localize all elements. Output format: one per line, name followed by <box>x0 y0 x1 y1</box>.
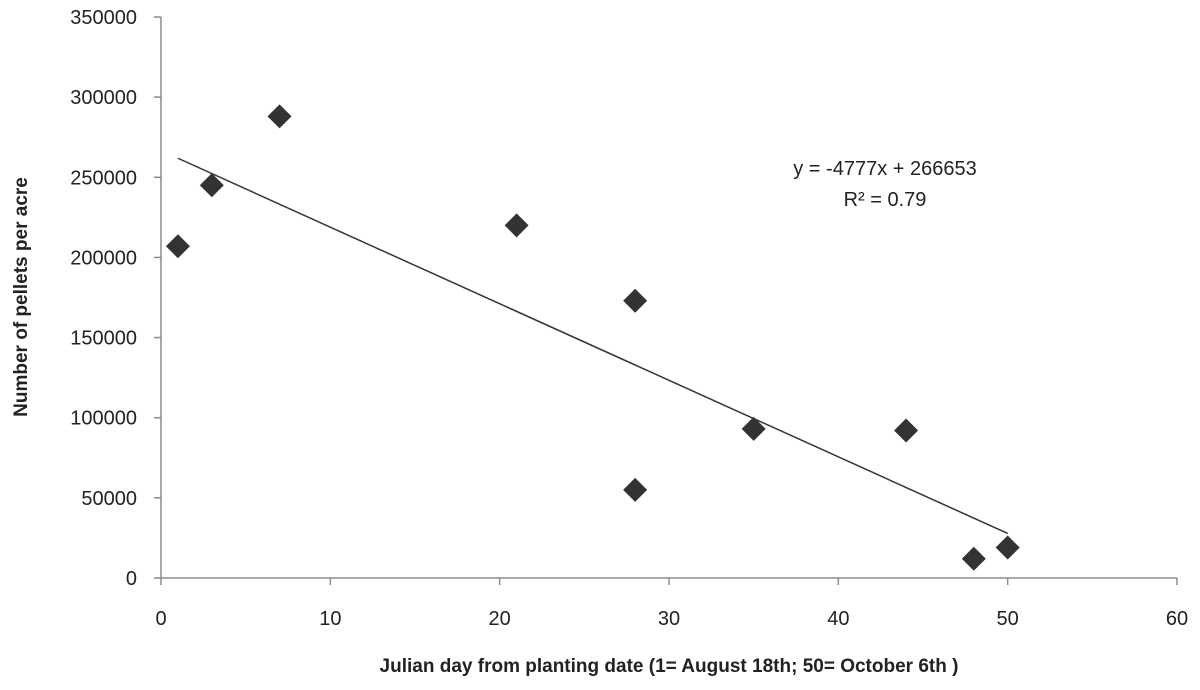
data-point <box>623 477 648 502</box>
y-tick-label: 150000 <box>70 328 137 350</box>
r-squared-label: R² = 0.79 <box>844 189 927 211</box>
data-point <box>961 546 986 571</box>
x-tick-label: 30 <box>658 608 680 630</box>
data-point <box>894 418 919 443</box>
x-tick-label: 50 <box>997 608 1019 630</box>
x-tick-label: 0 <box>155 608 166 630</box>
y-tick-label: 250000 <box>70 167 137 189</box>
x-tick-label: 10 <box>319 608 341 630</box>
y-tick-label: 300000 <box>70 87 137 109</box>
data-point <box>267 104 292 129</box>
data-point <box>165 234 190 259</box>
y-tick-label: 100000 <box>70 408 137 430</box>
y-tick-label: 200000 <box>70 247 137 269</box>
x-tick-label: 60 <box>1166 608 1188 630</box>
y-axis-title: Number of pellets per acre <box>11 177 32 417</box>
y-axis-ticks: 0 50000 100000 150000 200000 250000 300000 3500… <box>70 7 161 590</box>
x-tick-label: 20 <box>489 608 511 630</box>
data-points <box>165 104 1020 571</box>
data-point <box>995 535 1020 560</box>
trendline-equation: y = -4777x + 266653 <box>793 158 976 180</box>
data-point <box>504 213 529 238</box>
trendline <box>177 157 1008 535</box>
y-tick-label: 350000 <box>70 7 137 29</box>
y-tick-label: 0 <box>126 568 137 590</box>
x-tick-label: 40 <box>827 608 849 630</box>
x-axis-title: Julian day from planting date (1= August… <box>380 656 959 677</box>
y-tick-label: 50000 <box>81 488 137 510</box>
data-point <box>741 416 766 441</box>
x-axis-ticks: 0 10 20 30 40 50 60 <box>155 578 1188 630</box>
data-point <box>623 288 648 313</box>
data-point <box>199 173 224 198</box>
